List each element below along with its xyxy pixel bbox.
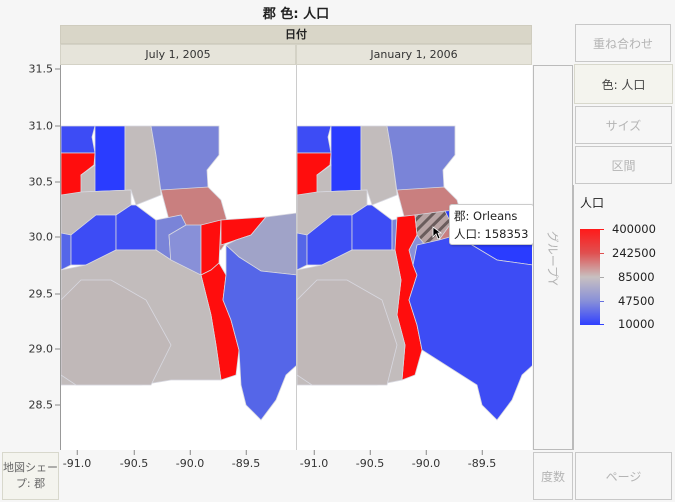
x-tick: -90.0 bbox=[176, 450, 204, 470]
freq-zone[interactable]: 度数 bbox=[533, 452, 573, 500]
county-region bbox=[61, 279, 172, 386]
x-tick: -90.0 bbox=[412, 450, 440, 470]
legend-separator bbox=[573, 185, 574, 450]
y-axis: 31.5 31.0 30.5 30.0 29.5 29.0 28.5 bbox=[0, 63, 60, 450]
x-tick: -89.5 bbox=[468, 450, 496, 470]
legend-label: 47500 bbox=[618, 294, 655, 308]
date-column-headers: July 1, 2005 January 1, 2006 bbox=[60, 44, 532, 65]
column-header-2005[interactable]: July 1, 2005 bbox=[60, 44, 296, 65]
map-panel-2006[interactable] bbox=[296, 65, 532, 450]
county-region bbox=[297, 279, 398, 386]
tooltip-population: 人口: 158353 bbox=[454, 227, 529, 241]
county-region bbox=[150, 125, 220, 193]
map-shape-zone[interactable]: 地図シェープ: 郡 bbox=[2, 452, 59, 500]
county-region bbox=[327, 125, 362, 193]
color-zone[interactable]: 色: 人口 bbox=[574, 64, 673, 104]
legend-gradient bbox=[580, 229, 600, 325]
x-tick: -90.5 bbox=[356, 450, 384, 470]
legend-label: 400000 bbox=[612, 222, 656, 236]
y-tick: 29.5 bbox=[29, 288, 60, 301]
interval-zone[interactable]: 区間 bbox=[575, 146, 672, 184]
x-tick: -90.5 bbox=[120, 450, 148, 470]
county-region bbox=[61, 125, 96, 154]
x-tick: -91.0 bbox=[63, 450, 91, 470]
x-tick: -91.0 bbox=[300, 450, 328, 470]
legend-label: 10000 bbox=[618, 317, 655, 331]
county-region bbox=[61, 232, 72, 271]
map-panel-2005[interactable] bbox=[60, 65, 296, 450]
county-map-2005[interactable] bbox=[61, 65, 296, 450]
county-map-2006[interactable] bbox=[297, 65, 532, 450]
county-region bbox=[297, 125, 332, 154]
county-region bbox=[115, 204, 157, 251]
y-tick: 31.5 bbox=[29, 63, 60, 76]
legend-label: 85000 bbox=[618, 270, 655, 284]
x-tick: -89.5 bbox=[232, 450, 260, 470]
county-region bbox=[408, 234, 532, 421]
county-region bbox=[351, 204, 393, 251]
county-region bbox=[297, 232, 308, 271]
chart-title: 郡 色: 人口 bbox=[262, 7, 330, 22]
page-zone[interactable]: ページ bbox=[575, 452, 672, 500]
legend-label: 242500 bbox=[612, 246, 656, 260]
legend-title: 人口 bbox=[580, 196, 605, 210]
tooltip-county: 郡: Orleans bbox=[454, 209, 518, 223]
y-tick: 31.0 bbox=[29, 120, 60, 133]
y-tick: 30.0 bbox=[29, 231, 60, 244]
mouse-cursor-icon bbox=[432, 226, 442, 240]
size-zone[interactable]: サイズ bbox=[575, 106, 672, 144]
x-axis-2005: -91.0 -90.5 -90.0 -89.5 bbox=[60, 450, 296, 475]
y-tick: 30.5 bbox=[29, 176, 60, 189]
y-tick: 28.5 bbox=[29, 399, 60, 412]
y-tick: 29.0 bbox=[29, 343, 60, 356]
overlay-zone[interactable]: 重ね合わせ bbox=[575, 24, 671, 62]
hover-tooltip: 郡: Orleans 人口: 158353 bbox=[449, 204, 534, 245]
group-y-label: グループY bbox=[545, 230, 560, 285]
county-region bbox=[91, 125, 126, 193]
column-header-2006[interactable]: January 1, 2006 bbox=[296, 44, 532, 65]
county-region bbox=[386, 125, 456, 193]
county-region bbox=[222, 244, 296, 421]
date-group-header[interactable]: 日付 bbox=[60, 25, 532, 44]
x-axis-2006: -91.0 -90.5 -90.0 -89.5 bbox=[296, 450, 532, 475]
group-y-zone[interactable]: グループY bbox=[533, 65, 573, 450]
